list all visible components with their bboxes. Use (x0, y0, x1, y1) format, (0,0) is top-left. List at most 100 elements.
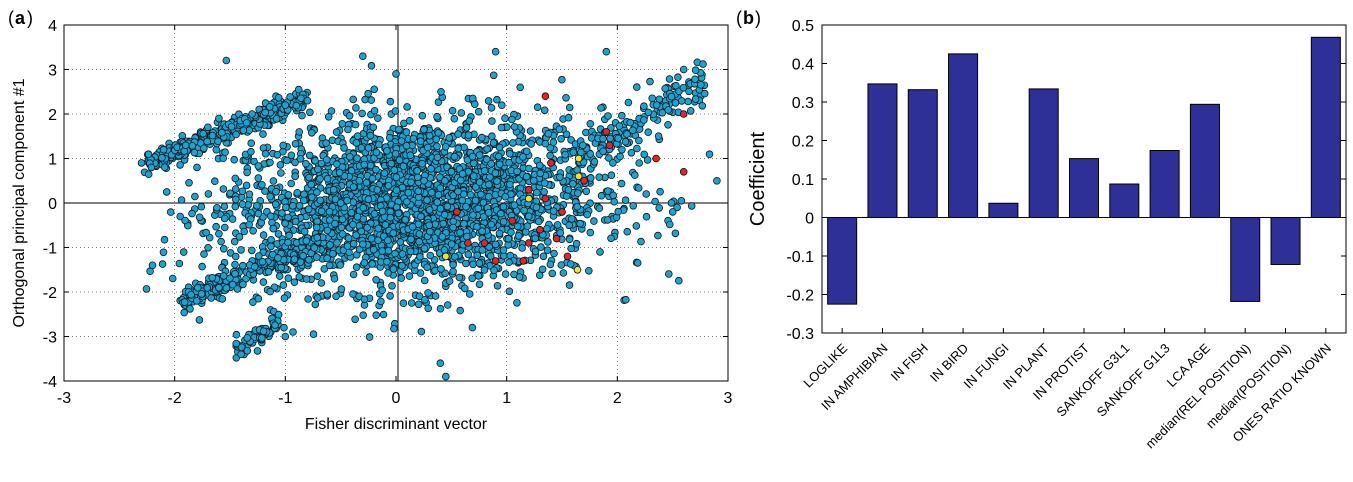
scatter-point (449, 223, 457, 232)
scatter-point (302, 237, 311, 245)
scatter-point (562, 130, 571, 139)
scatter-point (271, 321, 279, 329)
scatter-point (352, 263, 361, 272)
scatter-point (390, 324, 398, 333)
scatter-point (434, 191, 443, 199)
scatter-point (259, 278, 268, 286)
scatter-point (549, 138, 558, 147)
scatter-point (232, 130, 240, 139)
scatter-point (404, 188, 413, 197)
scatter-point (274, 94, 283, 102)
scatter-xtick-label: -3 (57, 390, 71, 407)
scatter-point (365, 333, 374, 341)
scatter-point (364, 195, 373, 204)
scatter-point (397, 137, 406, 145)
scatter-point (469, 260, 477, 269)
scatter-point (447, 240, 456, 248)
scatter-point (433, 142, 441, 151)
scatter-point (204, 244, 212, 252)
scatter-point (311, 156, 319, 165)
scatter-point (635, 136, 643, 145)
scatter-point (661, 84, 669, 93)
scatter-point (679, 84, 688, 92)
scatter-point (214, 137, 222, 146)
scatter-point (462, 232, 471, 241)
scatter-point (524, 212, 533, 221)
scatter-point (654, 132, 663, 141)
scatter-point (293, 189, 302, 197)
scatter-point (409, 134, 418, 143)
scatter-point (368, 260, 377, 268)
scatter-point (394, 209, 403, 218)
scatter-point (215, 230, 223, 238)
scatter-point (617, 179, 626, 188)
scatter-ytick-label: 1 (48, 152, 57, 169)
scatter-point (454, 130, 462, 138)
scatter-point (478, 246, 487, 254)
scatter-point-red (480, 239, 489, 247)
scatter-point (215, 114, 223, 123)
scatter-point (292, 101, 301, 110)
scatter-point (590, 217, 598, 225)
scatter-point (267, 242, 275, 251)
scatter-point (213, 204, 221, 212)
scatter-point-red (524, 239, 533, 247)
scatter-point (440, 246, 449, 254)
scatter-point (489, 71, 498, 80)
scatter-point (436, 359, 445, 368)
scatter-point (317, 159, 326, 168)
scatter-point (245, 221, 253, 229)
scatter-point (258, 334, 266, 342)
scatter-point (565, 103, 574, 112)
scatter-point (642, 190, 650, 198)
scatter-point (615, 122, 624, 130)
scatter-point (227, 122, 236, 131)
bar-xtick-label: IN FISH (888, 341, 931, 384)
scatter-point (305, 151, 314, 160)
scatter-point (438, 233, 447, 241)
scatter-point (320, 265, 329, 273)
scatter-point (180, 308, 189, 317)
scatter-point (259, 327, 268, 336)
scatter-point (386, 97, 395, 106)
scatter-point (294, 85, 303, 94)
scatter-point (291, 158, 299, 167)
scatter-point (360, 258, 369, 267)
scatter-point (614, 207, 622, 216)
scatter-point (483, 145, 491, 153)
scatter-point (573, 189, 582, 197)
scatter-point (237, 246, 245, 254)
scatter-point (265, 103, 274, 111)
scatter-point (281, 203, 290, 212)
scatter-point (368, 174, 377, 183)
scatter-point (253, 202, 261, 210)
scatter-point (505, 258, 513, 267)
scatter-point (495, 229, 504, 238)
scatter-point (672, 81, 680, 90)
scatter-point (633, 259, 642, 267)
scatter-point (386, 292, 394, 300)
scatter-point (491, 47, 500, 56)
scatter-point (426, 227, 434, 236)
scatter-point-red (541, 194, 550, 203)
scatter-point (396, 238, 405, 246)
scatter-point (402, 142, 411, 150)
scatter-point (335, 168, 344, 177)
scatter-point (473, 251, 482, 260)
scatter-point (475, 178, 484, 186)
scatter-point (463, 156, 472, 164)
bar (1189, 103, 1220, 218)
scatter-point (291, 217, 300, 226)
scatter-point (664, 106, 673, 114)
scatter-point (599, 135, 607, 143)
scatter-point (556, 229, 564, 237)
scatter-point (370, 107, 379, 115)
scatter-point (391, 149, 400, 158)
scatter-point (180, 298, 189, 306)
scatter-point (540, 179, 549, 187)
scatter-point (191, 192, 199, 201)
scatter-point (543, 224, 551, 233)
scatter-point (186, 305, 194, 313)
scatter-point (349, 220, 357, 229)
scatter-point (691, 66, 700, 74)
